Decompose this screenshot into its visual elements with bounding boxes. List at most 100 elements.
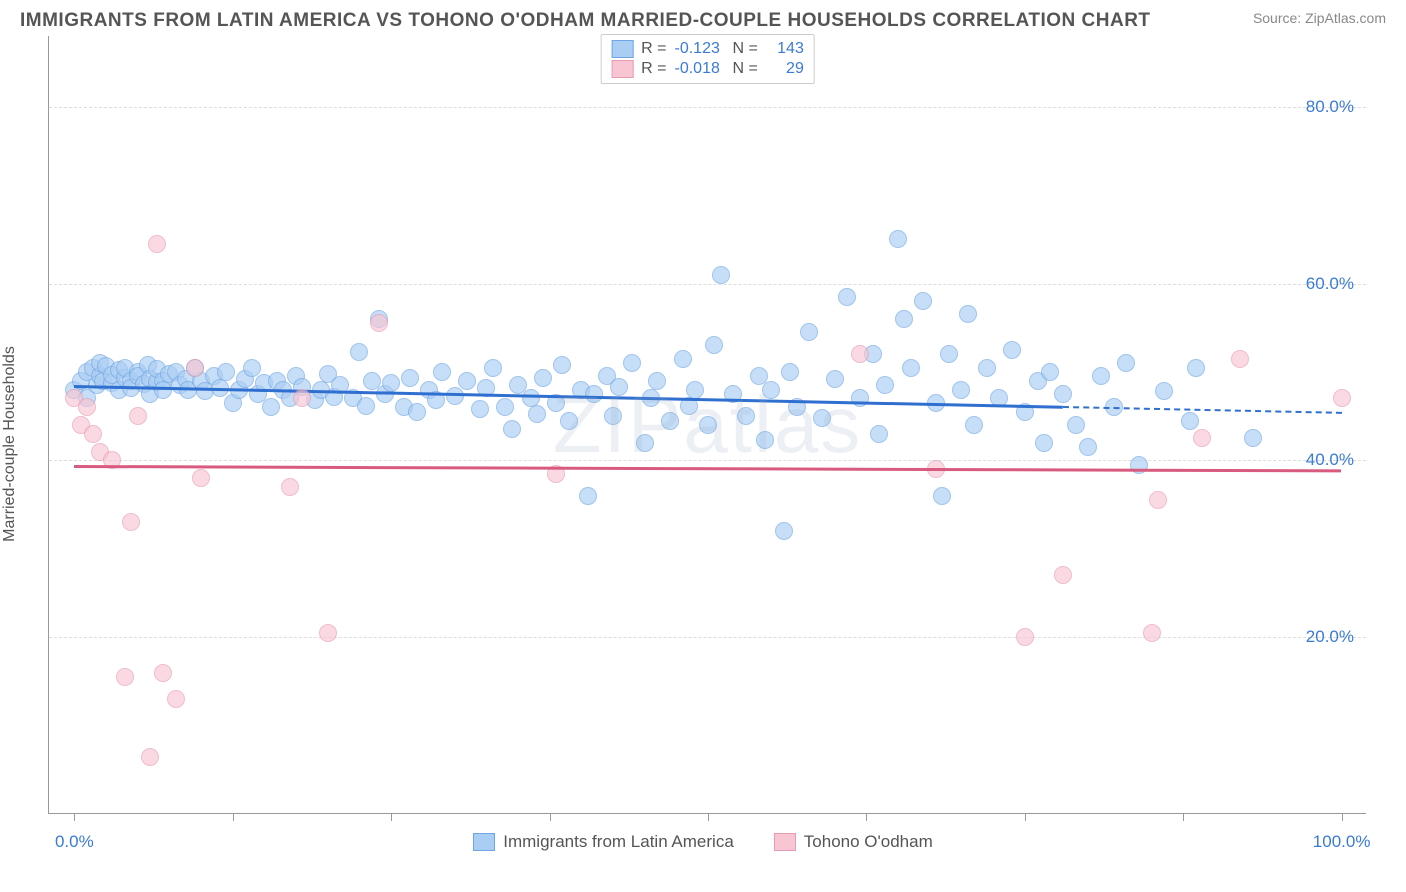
data-point — [122, 513, 140, 531]
legend-row: R =-0.123N =143 — [611, 39, 804, 59]
data-point — [192, 469, 210, 487]
data-point — [186, 359, 204, 377]
data-point — [1067, 416, 1085, 434]
data-point — [1092, 367, 1110, 385]
data-point — [496, 398, 514, 416]
data-point — [636, 434, 654, 452]
y-tick-label: 80.0% — [1306, 97, 1354, 117]
data-point — [433, 363, 451, 381]
data-point — [1054, 385, 1072, 403]
data-point — [737, 407, 755, 425]
data-point — [319, 624, 337, 642]
x-tick — [550, 813, 551, 821]
data-point — [756, 431, 774, 449]
data-point — [1016, 628, 1034, 646]
legend-item: Immigrants from Latin America — [473, 832, 734, 852]
data-point — [674, 350, 692, 368]
data-point — [217, 363, 235, 381]
legend-item: Tohono O'odham — [774, 832, 933, 852]
data-point — [1054, 566, 1072, 584]
data-point — [902, 359, 920, 377]
data-point — [553, 356, 571, 374]
data-point — [1041, 363, 1059, 381]
data-point — [471, 400, 489, 418]
x-tick — [1342, 813, 1343, 821]
data-point — [775, 522, 793, 540]
legend-series-label: Immigrants from Latin America — [503, 832, 734, 852]
data-point — [686, 381, 704, 399]
legend-r-value: -0.123 — [675, 40, 725, 58]
data-point — [458, 372, 476, 390]
data-point — [357, 397, 375, 415]
data-point — [623, 354, 641, 372]
data-point — [560, 412, 578, 430]
data-point — [800, 323, 818, 341]
legend-row: R =-0.018N =29 — [611, 59, 804, 79]
data-point — [813, 409, 831, 427]
x-tick — [1183, 813, 1184, 821]
legend-n-label: N = — [733, 60, 758, 78]
data-point — [401, 369, 419, 387]
chart-title: IMMIGRANTS FROM LATIN AMERICA VS TOHONO … — [20, 10, 1151, 32]
x-tick — [391, 813, 392, 821]
data-point — [838, 288, 856, 306]
data-point — [889, 230, 907, 248]
data-point — [148, 235, 166, 253]
data-point — [154, 381, 172, 399]
data-point — [959, 305, 977, 323]
data-point — [1155, 382, 1173, 400]
legend-swatch — [611, 60, 633, 78]
data-point — [446, 387, 464, 405]
y-tick-label: 40.0% — [1306, 450, 1354, 470]
data-point — [699, 416, 717, 434]
y-axis-label: Married-couple Households — [1, 346, 19, 542]
data-point — [528, 405, 546, 423]
legend-r-label: R = — [641, 40, 666, 58]
legend-swatch — [774, 833, 796, 851]
scatter-plot: ZIPatlas R =-0.123N =143R =-0.018N =29 2… — [48, 36, 1366, 814]
y-tick-label: 60.0% — [1306, 274, 1354, 294]
data-point — [243, 359, 261, 377]
trend-line — [74, 465, 1341, 472]
data-point — [370, 314, 388, 332]
data-point — [167, 690, 185, 708]
data-point — [1003, 341, 1021, 359]
data-point — [1117, 354, 1135, 372]
data-point — [382, 374, 400, 392]
data-point — [648, 372, 666, 390]
data-point — [940, 345, 958, 363]
data-point — [1143, 624, 1161, 642]
data-point — [914, 292, 932, 310]
legend-r-label: R = — [641, 60, 666, 78]
data-point — [503, 420, 521, 438]
data-point — [1035, 434, 1053, 452]
data-point — [895, 310, 913, 328]
data-point — [610, 378, 628, 396]
legend-correlation-box: R =-0.123N =143R =-0.018N =29 — [600, 34, 815, 84]
x-tick — [1025, 813, 1026, 821]
data-point — [661, 412, 679, 430]
legend-swatch — [473, 833, 495, 851]
legend-n-label: N = — [733, 40, 758, 58]
data-point — [350, 343, 368, 361]
data-point — [781, 363, 799, 381]
data-point — [1333, 389, 1351, 407]
data-point — [408, 403, 426, 421]
data-point — [851, 389, 869, 407]
data-point — [293, 389, 311, 407]
x-tick — [708, 813, 709, 821]
chart-container: Married-couple Households ZIPatlas R =-0… — [20, 36, 1386, 852]
trend-line — [74, 385, 1063, 408]
data-point — [978, 359, 996, 377]
data-point — [933, 487, 951, 505]
data-point — [876, 376, 894, 394]
x-tick-label: 0.0% — [55, 832, 94, 852]
grid-line — [49, 107, 1366, 108]
x-tick — [866, 813, 867, 821]
source-attribution: Source: ZipAtlas.com — [1253, 10, 1386, 26]
data-point — [851, 345, 869, 363]
data-point — [84, 425, 102, 443]
y-tick-label: 20.0% — [1306, 627, 1354, 647]
data-point — [762, 381, 780, 399]
data-point — [1193, 429, 1211, 447]
